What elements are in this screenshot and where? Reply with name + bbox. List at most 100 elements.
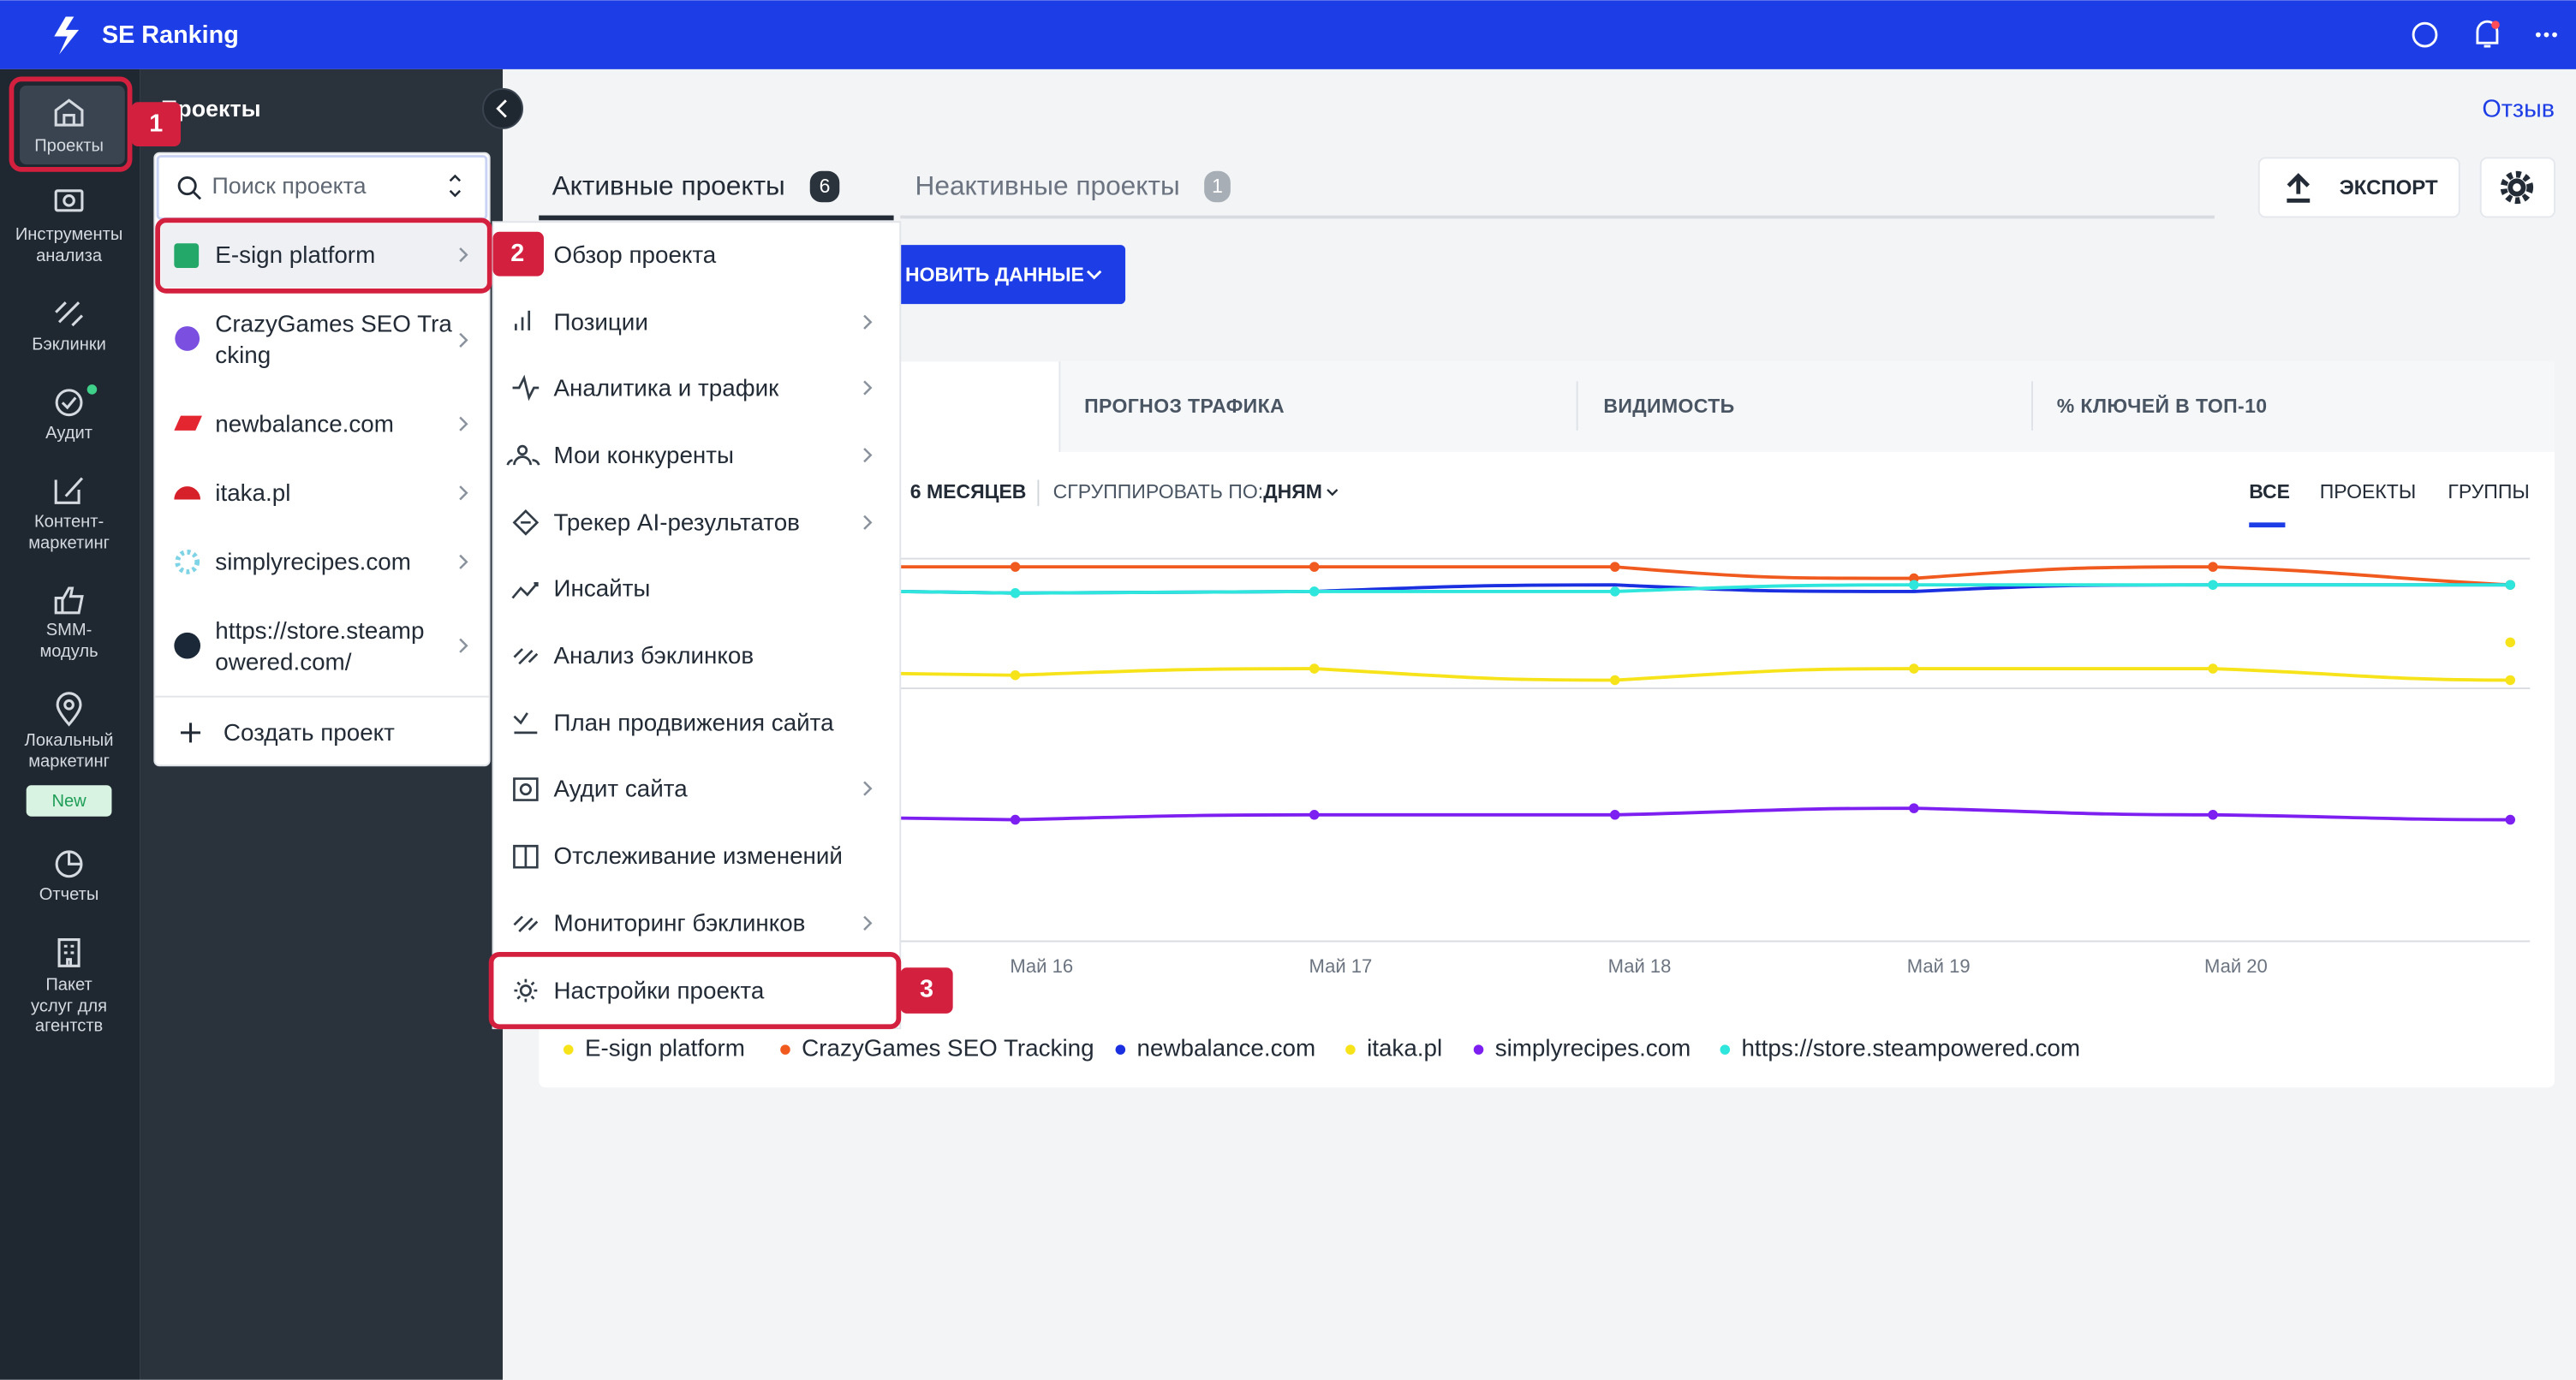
- menu-item[interactable]: План продвижения сайта: [553, 710, 834, 736]
- project-name[interactable]: newbalance.com: [215, 410, 394, 437]
- export-label[interactable]: ЭКСПОРТ: [2340, 176, 2438, 199]
- icon-agency[interactable]: [57, 938, 80, 967]
- legend-entry[interactable]: https://store.steampowered.com: [1741, 1034, 2080, 1061]
- view-underline: [2249, 522, 2286, 528]
- search-icon: [177, 176, 202, 200]
- legend-entry[interactable]: E-sign platform: [585, 1034, 745, 1061]
- icon-local[interactable]: [56, 692, 82, 727]
- tab-inactive[interactable]: Неактивные проекты: [915, 170, 1180, 200]
- step-number: 2: [510, 240, 524, 267]
- nav-label[interactable]: модуль: [39, 642, 98, 661]
- nav-label[interactable]: Инструменты: [15, 225, 123, 244]
- project-name[interactable]: cking: [215, 342, 271, 368]
- view-tab[interactable]: ВСЕ: [2249, 480, 2290, 503]
- project-name[interactable]: CrazyGames SEO Tra: [215, 310, 452, 336]
- menu-item[interactable]: Отслеживание изменений: [553, 842, 842, 869]
- project-icon: [175, 549, 200, 574]
- icon-smm[interactable]: [54, 586, 84, 615]
- menu-icon: [513, 915, 539, 932]
- chevron: [863, 915, 873, 931]
- logo[interactable]: [54, 16, 80, 55]
- chevron: [459, 332, 468, 348]
- menu-item[interactable]: Настройки проекта: [553, 977, 764, 1003]
- project-icon: [174, 415, 202, 431]
- collapse-button[interactable]: [482, 87, 523, 129]
- chevron: [863, 781, 873, 796]
- top-bar: [0, 0, 2576, 69]
- menu-item[interactable]: Анализ бэклинков: [553, 642, 754, 669]
- icon-backlinks[interactable]: [55, 301, 84, 327]
- menu-item[interactable]: Инсайты: [553, 574, 650, 601]
- highlight: [155, 217, 492, 294]
- legend-dot: [1345, 1044, 1356, 1055]
- nav-label[interactable]: SMM-: [46, 621, 92, 639]
- menu-item[interactable]: Аналитика и трафик: [553, 374, 779, 401]
- nav-label[interactable]: анализа: [36, 247, 103, 265]
- search-placeholder[interactable]: Поиск проекта: [212, 173, 366, 199]
- nav-label[interactable]: маркетинг: [28, 534, 110, 553]
- chevron: [863, 448, 873, 463]
- nav-label[interactable]: Аудит: [45, 424, 92, 443]
- project-name[interactable]: itaka.pl: [215, 479, 290, 506]
- nav-label[interactable]: агентств: [35, 1017, 103, 1036]
- view-tab[interactable]: ПРОЕКТЫ: [2320, 480, 2416, 503]
- project-icon: [174, 486, 201, 500]
- nav-label[interactable]: маркетинг: [28, 752, 110, 771]
- x-label: Май 16: [1010, 955, 1073, 977]
- icon-content[interactable]: [54, 477, 84, 504]
- selected-row: [161, 223, 486, 288]
- nav-label[interactable]: услуг для: [31, 997, 107, 1016]
- nav-label[interactable]: Локальный: [25, 731, 114, 750]
- chevron: [863, 380, 873, 396]
- menu-icon: [513, 777, 539, 801]
- help-icon[interactable]: [2412, 21, 2438, 48]
- menu-item[interactable]: Позиции: [553, 309, 647, 336]
- nav-label[interactable]: Проекты: [34, 136, 104, 155]
- project-name[interactable]: E-sign platform: [215, 241, 375, 268]
- metric-tab[interactable]: % КЛЮЧЕЙ В ТОП-10: [2057, 394, 2268, 417]
- icon-tools[interactable]: [54, 189, 84, 212]
- nav-label[interactable]: Контент-: [34, 513, 104, 532]
- feedback-link[interactable]: Отзыв: [2482, 95, 2555, 122]
- tab-active[interactable]: Активные проекты: [552, 170, 785, 200]
- project-icon: [174, 632, 201, 659]
- period[interactable]: 6 МЕСЯЦЕВ: [910, 480, 1027, 503]
- grid: [900, 557, 2531, 943]
- legend-entry[interactable]: newbalance.com: [1137, 1034, 1316, 1061]
- menu-icon: [511, 581, 539, 599]
- step-badge: [900, 967, 953, 1014]
- create-project[interactable]: Создать проект: [224, 719, 395, 746]
- metric-tab[interactable]: ПРОГНОЗ ТРАФИКА: [1084, 395, 1285, 417]
- nav-label[interactable]: Бэклинки: [32, 335, 106, 354]
- menu-item[interactable]: Аудит сайта: [553, 775, 688, 801]
- menu-item[interactable]: Мои конкуренты: [553, 442, 734, 468]
- group-value[interactable]: ДНЯМ: [1263, 480, 1322, 503]
- menu-item[interactable]: Обзор проекта: [553, 241, 716, 268]
- project-name[interactable]: https://store.steamp: [215, 617, 424, 644]
- menu-item[interactable]: Мониторинг бэклинков: [553, 910, 805, 937]
- view-tab[interactable]: ГРУППЫ: [2448, 480, 2529, 503]
- metric-tab[interactable]: ВИДИМОСТЬ: [1603, 395, 1734, 417]
- menu-icon: [506, 444, 540, 466]
- project-name[interactable]: simplyrecipes.com: [215, 549, 411, 575]
- metric-tabs: [1059, 361, 2555, 452]
- legend-dot: [1115, 1044, 1126, 1055]
- legend-entry[interactable]: simplyrecipes.com: [1495, 1034, 1691, 1061]
- x-label: Май 17: [1309, 955, 1372, 977]
- legend-dot: [1720, 1044, 1731, 1055]
- more-icon[interactable]: [2536, 32, 2557, 38]
- project-name[interactable]: owered.com/: [215, 649, 351, 675]
- settings-icon: [2500, 170, 2534, 205]
- icon-projects[interactable]: [54, 98, 84, 127]
- update-button[interactable]: [886, 245, 1126, 305]
- legend-entry[interactable]: itaka.pl: [1367, 1034, 1442, 1061]
- icon-audit[interactable]: [55, 389, 83, 417]
- menu-item[interactable]: Трекер AI-результатов: [553, 509, 799, 536]
- legend-entry[interactable]: CrazyGames SEO Tracking: [802, 1034, 1094, 1061]
- icon-reports[interactable]: [55, 850, 83, 878]
- bell-icon[interactable]: [2476, 20, 2499, 48]
- update-label[interactable]: НОВИТЬ ДАННЫЕ: [905, 264, 1084, 286]
- nav-label[interactable]: Отчеты: [39, 885, 99, 904]
- nav-label[interactable]: Пакет: [45, 976, 92, 995]
